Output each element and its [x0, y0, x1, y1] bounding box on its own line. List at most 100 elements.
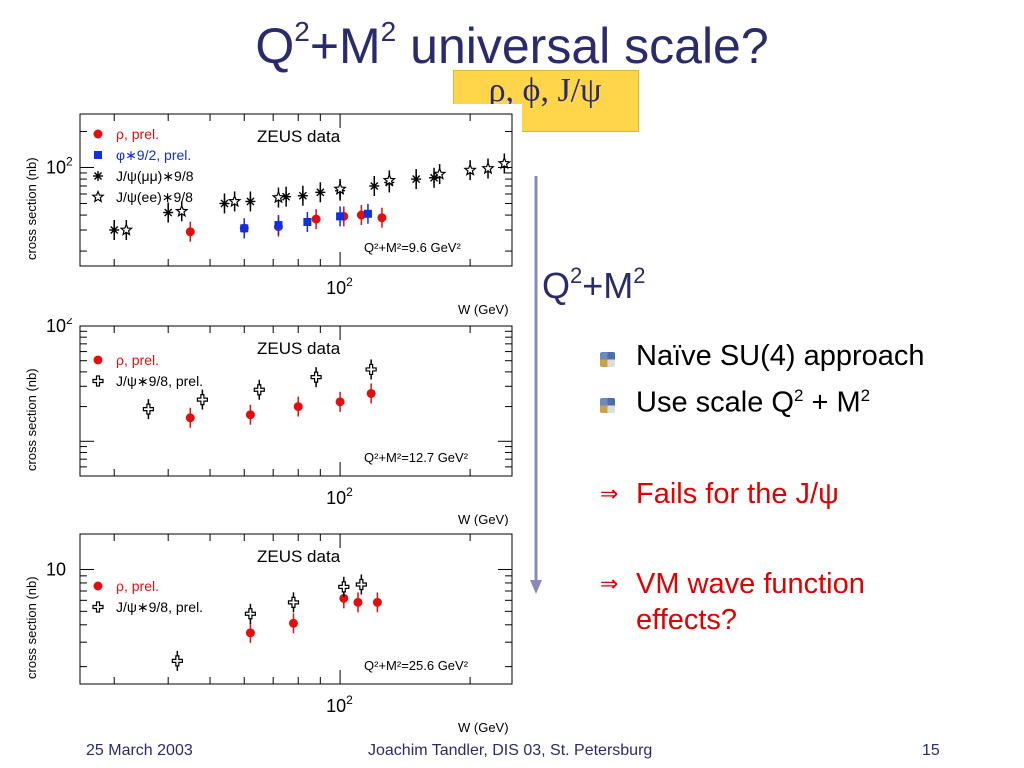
data-point-asterisk: [369, 180, 380, 191]
x-tick-label: 102: [326, 485, 353, 508]
data-point-square: [94, 151, 102, 159]
plot-frame: [79, 325, 513, 477]
data-point-dot: [353, 597, 363, 607]
x-axis-label: W (GeV): [458, 512, 509, 526]
bullet-icon: [600, 352, 615, 367]
data-point-dot: [245, 410, 255, 420]
footer-date: 25 March 2003: [86, 742, 193, 759]
footer-page: 15: [922, 742, 940, 759]
data-point-cross: [365, 363, 377, 376]
data-point-star: [432, 166, 447, 180]
data-point-asterisk: [411, 174, 422, 185]
chart-annotation: ZEUS data: [257, 339, 341, 358]
bullet-text: Naïve SU(4) approach: [636, 340, 925, 372]
plot-frame: [79, 113, 513, 267]
red-point-line1: VM wave function: [636, 568, 865, 600]
data-point-cross: [142, 403, 155, 415]
legend-entry: J/ψ(μμ)∗9/8: [93, 168, 194, 184]
data-point-cross: [355, 578, 367, 591]
data-point-cross: [310, 371, 322, 383]
data-point-star: [174, 204, 189, 218]
data-point-cross: [92, 601, 104, 613]
chart-panel-3: 102 10 W (GeV) cross section (nb) ZEUS data Q…: [22, 532, 522, 738]
data-point-dot: [93, 355, 103, 365]
data-point-star: [119, 222, 134, 236]
data-point-dot: [339, 593, 349, 603]
series-group: [245, 588, 382, 643]
x-tick-label: 102: [326, 693, 353, 716]
data-point-asterisk: [245, 196, 256, 207]
legend-label: ρ, prel.: [116, 352, 159, 368]
data-point-cross: [196, 393, 208, 406]
data-point-star: [382, 173, 397, 187]
legend-label: ρ, prel.: [116, 126, 159, 142]
data-point-dot: [356, 210, 366, 220]
bullet-text: Use scale Q2 + M2: [636, 386, 871, 419]
arrow-label: Q2+M2: [542, 263, 646, 306]
chart-annotation: ZEUS data: [257, 547, 341, 566]
footer-author: Joachim Tandler, DIS 03, St. Petersburg: [368, 742, 653, 759]
data-point-star: [271, 190, 286, 204]
data-point-dot: [185, 413, 195, 423]
legend-label: ρ, prel.: [116, 578, 159, 594]
data-point-asterisk: [219, 198, 230, 209]
implies-icon: ⇒: [600, 482, 619, 507]
legend-entry: J/ψ∗9/8, prel.: [92, 373, 203, 389]
data-point-star: [333, 181, 347, 195]
chart-panel-1: 102 102 W (GeV) cross section (nb) ZEUS data…: [22, 104, 522, 322]
legend-entry: φ∗9/2, prel.: [94, 147, 191, 163]
data-point-square: [336, 212, 345, 221]
y-axis-label: cross section (nb): [24, 576, 39, 679]
series-group: [185, 383, 376, 428]
plot-frame: [79, 533, 513, 685]
legend-entry: J/ψ∗9/8, prel.: [92, 599, 203, 615]
y-axis-label: cross section (nb): [24, 157, 39, 260]
chart-annotation: ZEUS data: [257, 127, 341, 146]
series-group: [119, 153, 512, 241]
data-point-square: [363, 209, 372, 218]
legend-label: J/ψ(ee)∗9/8: [116, 189, 193, 205]
chart-group: 102 102 W (GeV) cross section (nb) ZEUS data…: [24, 318, 513, 526]
data-point-dot: [93, 129, 103, 139]
data-point-cross: [171, 655, 183, 667]
data-point-star: [91, 189, 105, 203]
legend-entry: ρ, prel.: [93, 578, 159, 594]
data-point-asterisk: [315, 187, 326, 198]
data-point-square: [274, 221, 283, 230]
data-point-cross: [92, 375, 104, 387]
data-point-dot: [372, 597, 382, 607]
x-axis-label: W (GeV): [458, 302, 509, 317]
x-tick-label: 102: [326, 275, 353, 298]
series-group: [171, 574, 367, 671]
y-tick-label: 10: [46, 559, 66, 579]
legend-entry: J/ψ(ee)∗9/8: [91, 189, 193, 205]
legend-label: J/ψ(μμ)∗9/8: [116, 168, 194, 184]
chart-panel-2: 102 102 W (GeV) cross section (nb) ZEUS data…: [22, 318, 522, 526]
data-point-dot: [377, 213, 387, 223]
legend-label: φ∗9/2, prel.: [116, 147, 191, 163]
data-point-asterisk: [297, 190, 308, 201]
data-point-square: [240, 224, 249, 233]
x-axis-label: W (GeV): [458, 720, 509, 735]
data-point-star: [481, 161, 495, 175]
data-point-cross: [244, 608, 257, 620]
series-group: [142, 359, 377, 420]
data-point-star: [497, 156, 512, 170]
scale-label: Q²+M²=12.7 GeV²: [364, 450, 469, 465]
data-point-cross: [287, 596, 300, 608]
legend-label: J/ψ∗9/8, prel.: [116, 373, 203, 389]
scale-arrow: [530, 176, 542, 594]
data-point-dot: [311, 214, 321, 224]
data-point-dot: [93, 581, 103, 591]
data-point-asterisk: [429, 172, 440, 183]
slide-title: Q2+M2 universal scale?: [255, 16, 769, 74]
data-point-star: [227, 194, 242, 208]
highlight-text: ρ, ϕ, J/ψ: [488, 72, 602, 109]
data-point-asterisk: [93, 171, 103, 181]
chart-group: 102 10 W (GeV) cross section (nb) ZEUS data Q…: [24, 533, 513, 735]
y-axis-label: cross section (nb): [24, 368, 39, 471]
data-point-dot: [245, 628, 255, 638]
data-point-asterisk: [163, 207, 174, 218]
data-point-asterisk: [109, 225, 120, 236]
data-point-dot: [335, 397, 345, 407]
